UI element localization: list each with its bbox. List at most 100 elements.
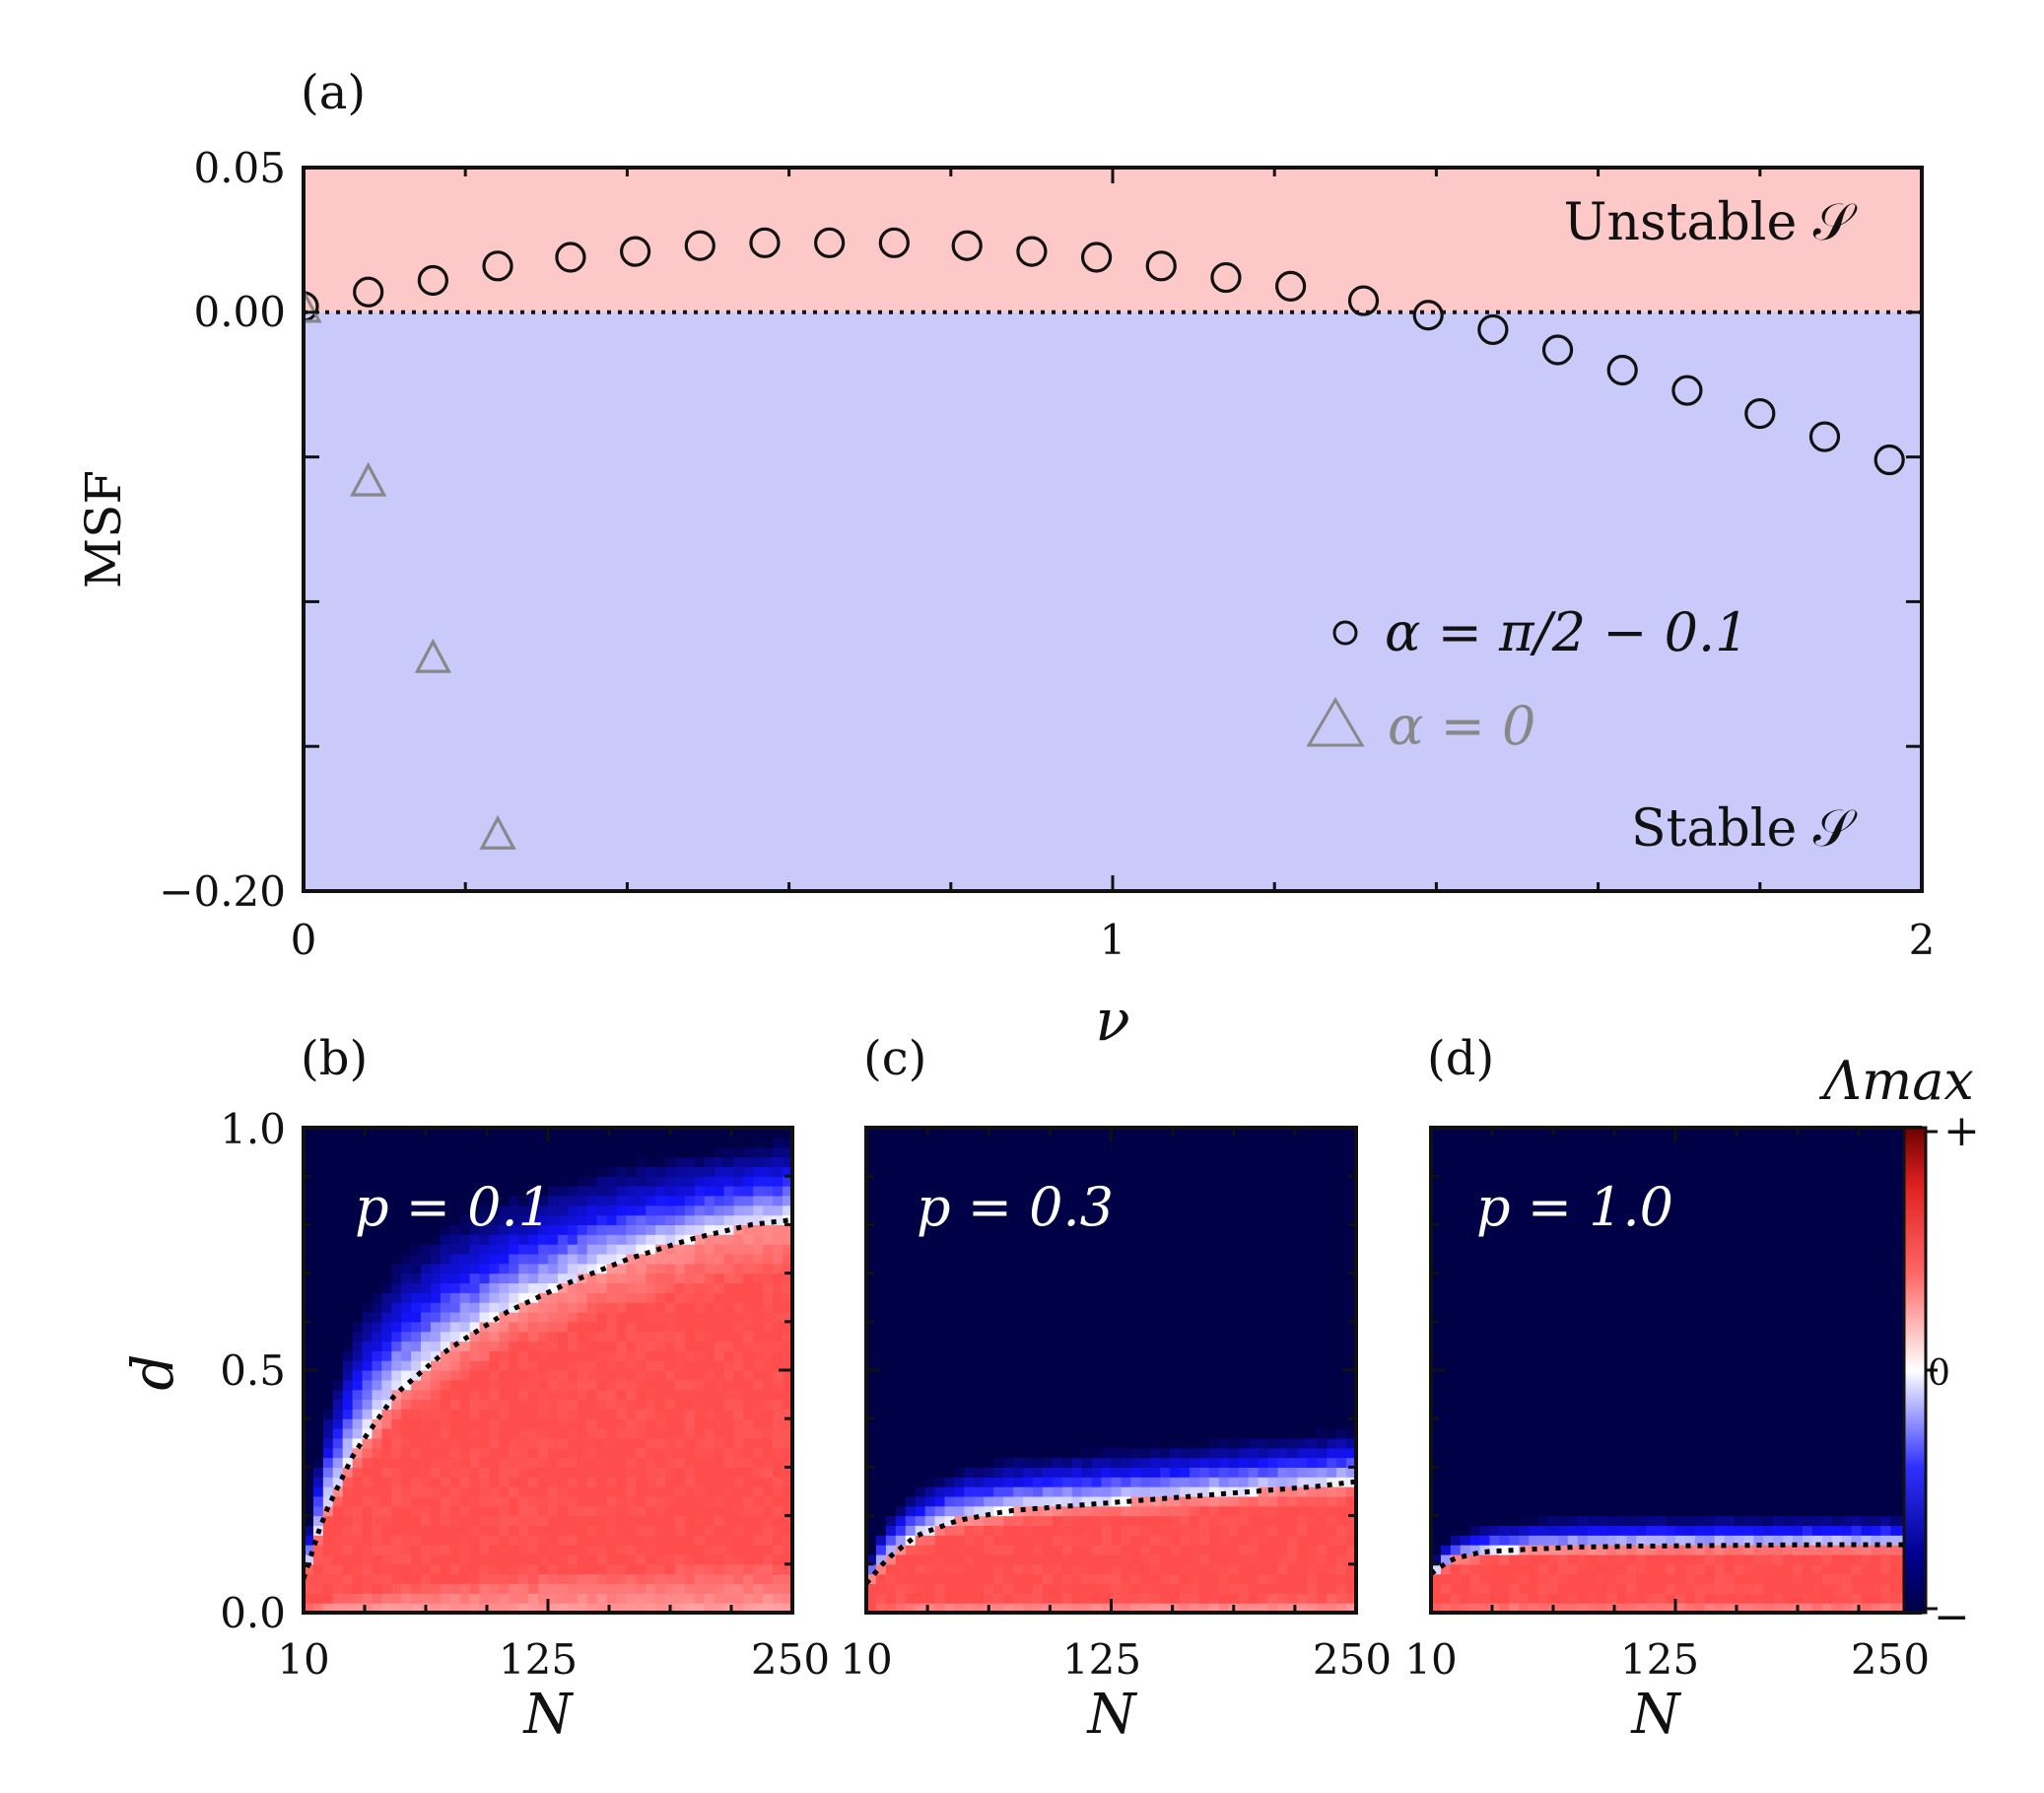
heatmap-cell <box>984 1176 994 1187</box>
heatmap-cell <box>1180 1379 1191 1391</box>
heatmap-cell <box>1317 1437 1328 1449</box>
heatmap-cell <box>665 1399 676 1410</box>
heatmap-cell <box>1091 1437 1103 1449</box>
heatmap-cell <box>401 1477 412 1487</box>
heatmap-cell <box>440 1341 451 1351</box>
heatmap-cell <box>381 1205 392 1216</box>
heatmap-cell <box>1317 1535 1328 1546</box>
heatmap-cell <box>1238 1263 1250 1275</box>
heatmap-cell <box>1130 1379 1141 1391</box>
heatmap-cell <box>411 1195 422 1207</box>
heatmap-cell <box>964 1128 975 1138</box>
heatmap-cell <box>1267 1263 1279 1275</box>
heatmap-cell <box>1101 1321 1113 1333</box>
heatmap-cell <box>934 1515 946 1527</box>
heatmap-cell <box>723 1146 735 1158</box>
heatmap-cell <box>964 1437 975 1449</box>
heatmap-cell <box>1208 1137 1220 1148</box>
heatmap-cell <box>1150 1447 1161 1459</box>
heatmap-cell <box>528 1495 539 1507</box>
heatmap-cell <box>411 1477 422 1487</box>
heatmap-cell <box>763 1603 774 1613</box>
heatmap-cell <box>993 1321 1004 1333</box>
heatmap-cell <box>714 1214 725 1225</box>
heatmap-cell <box>509 1128 519 1138</box>
heatmap-cell <box>411 1525 422 1536</box>
heatmap-cell <box>304 1505 314 1517</box>
heatmap-cell <box>586 1360 598 1371</box>
heatmap-cell <box>1248 1166 1260 1177</box>
heatmap-cell <box>518 1525 529 1536</box>
heatmap-cell <box>1140 1244 1151 1255</box>
heatmap-cell <box>1130 1263 1141 1275</box>
heatmap-cell <box>577 1467 588 1478</box>
heatmap-cell <box>763 1137 774 1148</box>
heatmap-cell <box>606 1273 618 1284</box>
heatmap-cell <box>548 1128 559 1138</box>
heatmap-cell <box>1081 1495 1093 1507</box>
heatmap-cell <box>509 1292 519 1303</box>
heatmap-cell <box>557 1166 569 1177</box>
heatmap-cell <box>984 1146 994 1158</box>
heatmap-cell <box>626 1341 637 1351</box>
heatmap-cell <box>1297 1166 1308 1177</box>
heatmap-cell <box>694 1128 706 1138</box>
heatmap-cell <box>1218 1545 1230 1555</box>
heatmap-cell <box>548 1389 559 1401</box>
heatmap-cell <box>944 1195 956 1207</box>
heatmap-cell <box>1198 1205 1210 1216</box>
panel-b-ytick-mid: 0.5 <box>220 1346 286 1395</box>
heatmap-cell <box>1238 1214 1250 1225</box>
heatmap-cell <box>381 1273 392 1284</box>
heatmap-cell <box>411 1389 422 1401</box>
heatmap-cell <box>763 1553 774 1565</box>
heatmap-cell <box>773 1331 784 1343</box>
heatmap-cell <box>391 1205 402 1216</box>
heatmap-cell <box>763 1302 774 1313</box>
heatmap-cell <box>304 1302 314 1313</box>
heatmap-cell <box>616 1379 627 1391</box>
heatmap-cell <box>944 1603 956 1613</box>
heatmap-cell <box>964 1360 975 1371</box>
heatmap-cell <box>1091 1505 1103 1517</box>
heatmap-cell <box>606 1573 618 1585</box>
heatmap-cell <box>606 1311 618 1323</box>
heatmap-cell <box>538 1224 549 1235</box>
heatmap-cell <box>489 1553 500 1565</box>
heatmap-cell <box>489 1137 500 1148</box>
heatmap-cell <box>1081 1379 1093 1391</box>
heatmap-cell <box>763 1467 774 1478</box>
heatmap-cell <box>1218 1214 1230 1225</box>
heatmap-cell <box>866 1563 877 1575</box>
heatmap-cell <box>1317 1495 1328 1507</box>
heatmap-cell <box>1150 1603 1161 1613</box>
heatmap-cell <box>1190 1350 1200 1361</box>
heatmap-cell <box>1287 1205 1298 1216</box>
heatmap-cell <box>636 1263 647 1275</box>
heatmap-cell <box>934 1302 946 1313</box>
heatmap-cell <box>411 1495 422 1507</box>
heatmap-cell <box>1101 1186 1113 1197</box>
heatmap-cell <box>391 1137 402 1148</box>
heatmap-cell <box>1003 1146 1014 1158</box>
heatmap-cell <box>489 1186 500 1197</box>
heatmap-cell <box>1130 1447 1141 1459</box>
heatmap-cell <box>499 1137 510 1148</box>
heatmap-cell <box>577 1292 588 1303</box>
heatmap-cell <box>1160 1486 1171 1497</box>
heatmap-cell <box>694 1477 706 1487</box>
heatmap-cell <box>586 1263 598 1275</box>
heatmap-cell <box>684 1234 696 1245</box>
heatmap-cell <box>1061 1399 1073 1410</box>
heatmap-cell <box>885 1224 897 1235</box>
heatmap-cell <box>469 1331 481 1343</box>
heatmap-cell <box>1160 1553 1171 1565</box>
heatmap-cell <box>332 1292 344 1303</box>
heatmap-cell <box>1003 1409 1014 1419</box>
heatmap-cell <box>1180 1360 1191 1371</box>
heatmap-cell <box>1061 1263 1073 1275</box>
heatmap-cell <box>586 1525 598 1536</box>
heatmap-cell <box>1150 1583 1161 1594</box>
heatmap-cell <box>905 1409 917 1419</box>
heatmap-cell <box>616 1505 627 1517</box>
